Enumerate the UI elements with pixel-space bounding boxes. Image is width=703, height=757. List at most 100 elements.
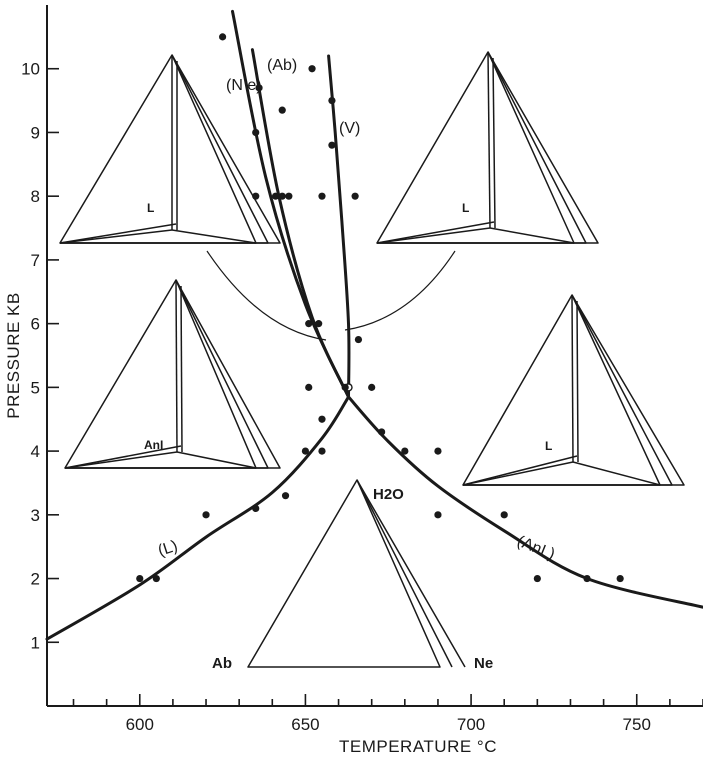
y-tick-label: 8 <box>31 187 40 206</box>
data-point <box>533 574 541 583</box>
inset-bottom-outline <box>247 479 441 668</box>
curve-0 <box>45 395 350 641</box>
inset-mid-left-edge-1 <box>65 279 269 469</box>
curve-label-1: (Ab) <box>267 57 297 74</box>
inset-top-right-edge-1 <box>377 51 587 244</box>
tie-curve-left <box>206 250 327 341</box>
y-tick-label: 7 <box>31 251 40 270</box>
inset-mid-right-label: L <box>545 439 552 453</box>
data-point <box>378 428 386 436</box>
data-point <box>354 335 363 344</box>
x-tick-label: 750 <box>623 715 651 734</box>
data-point <box>152 574 160 583</box>
y-axis-title: PRESSURE KB <box>4 292 23 418</box>
ne-corner-label: Ne <box>474 655 493 672</box>
data-point <box>305 383 313 391</box>
data-point <box>318 192 326 200</box>
inset-bottom-edge-2 <box>356 479 466 668</box>
inset-bottom: H2O Ab Ne <box>212 479 493 672</box>
data-point <box>318 447 326 455</box>
y-tick-label: 6 <box>31 315 40 334</box>
inset-mid-right-edge-2 <box>463 294 685 486</box>
data-points <box>136 33 624 583</box>
data-point <box>318 415 326 423</box>
inset-top-right-leg-1 <box>376 227 491 244</box>
data-point <box>434 511 442 519</box>
inset-mid-right: L <box>462 294 685 486</box>
inset-top-left: L <box>59 54 281 244</box>
curve-1 <box>347 395 703 609</box>
inset-bottom-edge-1 <box>356 479 453 668</box>
data-point <box>278 106 286 114</box>
phase-boundaries <box>45 9 703 641</box>
inset-mid-left-axis-2 <box>180 285 183 453</box>
curve-label-3: (L) <box>156 538 180 560</box>
data-point <box>368 383 376 391</box>
inset-top-right-axis-2 <box>492 57 496 229</box>
data-point <box>252 504 260 513</box>
data-point <box>500 511 508 519</box>
data-point <box>252 128 260 137</box>
x-tick-label: 650 <box>291 715 319 734</box>
curve-label-2: (V) <box>339 120 360 137</box>
axes: 600 650 700 750 1 2 3 4 5 6 7 8 9 10 TEMPERATURE °C PRE… <box>4 5 703 756</box>
inset-mid-left-edge-2 <box>65 279 281 469</box>
inset-top-right-edge-2 <box>377 51 599 244</box>
inset-mid-right-leg-1 <box>462 461 574 486</box>
inset-top-right-outline <box>376 51 575 244</box>
curve-4 <box>231 9 350 399</box>
data-point <box>301 447 310 455</box>
ab-corner-label: Ab <box>212 655 232 672</box>
x-axis-title: TEMPERATURE °C <box>339 737 497 756</box>
inset-top-left-leg-2 <box>171 229 257 244</box>
data-point <box>583 574 591 583</box>
inset-top-left-edge-2 <box>60 54 281 244</box>
y-tick-label: 3 <box>31 506 40 525</box>
curve-label-0: (N e) <box>226 77 262 94</box>
data-point <box>315 320 323 328</box>
data-point <box>285 192 293 200</box>
tie-curve-right <box>344 250 456 331</box>
curve-label-4: (AnI ) <box>515 533 558 563</box>
inset-mid-left-leg-1 <box>64 451 178 469</box>
inset-mid-left-axis <box>175 279 178 453</box>
inset-mid-left: AnI <box>64 279 281 469</box>
data-point <box>305 320 313 328</box>
x-tick-label: 600 <box>126 715 154 734</box>
inset-mid-left-leg-2 <box>176 451 257 469</box>
inset-mid-right-outline <box>462 294 661 486</box>
data-point <box>328 96 336 105</box>
inset-top-right-leg-3 <box>376 221 495 244</box>
inset-mid-right-axis <box>571 294 574 463</box>
y-tick-label: 4 <box>31 442 40 461</box>
x-tick-label: 700 <box>457 715 485 734</box>
y-tick-label: 9 <box>31 123 40 142</box>
inset-mid-right-leg-3 <box>462 455 578 486</box>
inset-top-right-axis <box>487 51 491 229</box>
data-point <box>341 383 349 391</box>
data-point <box>401 447 409 455</box>
data-point <box>434 447 442 455</box>
data-point <box>272 192 280 200</box>
phase-diagram-insets: L L AnI L H2O Ab Ne <box>59 51 685 672</box>
data-point <box>255 84 263 92</box>
y-tick-label: 1 <box>31 633 40 652</box>
data-point <box>351 192 359 200</box>
inset-mid-right-axis-2 <box>576 300 579 463</box>
inset-top-right-label: L <box>462 201 469 215</box>
data-point <box>308 65 316 73</box>
y-tick-label: 2 <box>31 570 40 589</box>
inset-mid-right-edge-1 <box>463 294 673 486</box>
y-tick-label: 5 <box>31 378 40 397</box>
inset-top-left-label: L <box>147 201 154 215</box>
data-point <box>281 492 290 500</box>
h2o-label: H2O <box>373 486 404 503</box>
y-tick-label: 10 <box>21 60 40 79</box>
inset-top-left-leg-3 <box>59 223 177 244</box>
inset-top-left-leg-1 <box>59 229 173 244</box>
data-point <box>202 511 210 519</box>
data-point <box>218 33 227 41</box>
data-point <box>616 574 624 583</box>
curve-2 <box>327 54 351 399</box>
